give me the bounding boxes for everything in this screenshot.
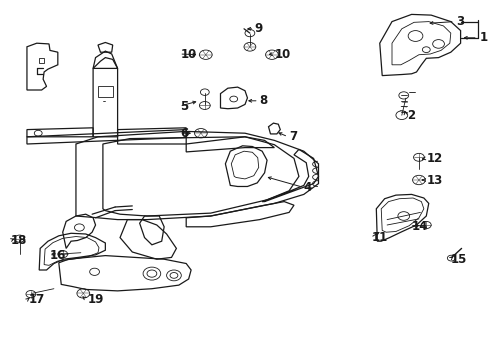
Text: 3: 3 <box>456 15 464 28</box>
Text: 18: 18 <box>11 234 27 247</box>
Text: 13: 13 <box>426 174 442 186</box>
Text: 12: 12 <box>426 152 442 165</box>
Text: 14: 14 <box>412 220 428 233</box>
Text: 15: 15 <box>451 253 467 266</box>
Text: 11: 11 <box>371 231 388 244</box>
Text: 6: 6 <box>180 127 189 140</box>
Text: 19: 19 <box>87 293 103 306</box>
Text: 10: 10 <box>274 48 291 60</box>
Text: 17: 17 <box>28 293 45 306</box>
Text: 9: 9 <box>255 22 263 35</box>
Text: 7: 7 <box>289 130 297 143</box>
Text: 4: 4 <box>304 181 312 194</box>
Text: 16: 16 <box>50 249 66 262</box>
Text: 5: 5 <box>180 100 189 113</box>
Text: 2: 2 <box>407 109 415 122</box>
Text: 1: 1 <box>479 31 488 44</box>
Text: 10: 10 <box>180 48 196 60</box>
Text: 8: 8 <box>260 94 268 107</box>
